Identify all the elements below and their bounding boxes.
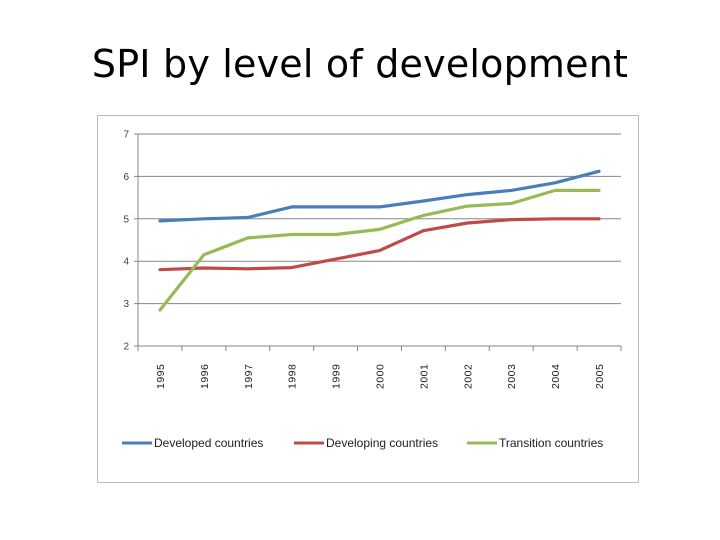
legend: Developed countries Developing countries T… <box>122 436 603 450</box>
x-tick-label: 1996 <box>199 364 211 389</box>
x-tick-label: 2004 <box>550 364 562 389</box>
y-tick-label: 6 <box>123 172 129 183</box>
axes <box>134 133 622 351</box>
slide-title: SPI by level of development <box>91 42 629 86</box>
x-tick-label: 2001 <box>418 364 430 389</box>
y-tick-label: 4 <box>123 257 129 268</box>
x-tick-label: 2003 <box>506 364 518 389</box>
x-tick-label: 2002 <box>462 364 474 389</box>
x-tick-label: 1999 <box>331 364 343 389</box>
y-tick-label: 3 <box>123 299 129 310</box>
x-tick-label: 1998 <box>287 364 299 389</box>
legend-label: Developing countries <box>326 436 438 450</box>
x-tick-label: 2005 <box>594 364 606 389</box>
x-tick-label: 1997 <box>243 364 255 389</box>
x-tick-label: 2000 <box>375 364 387 389</box>
y-tick-label: 7 <box>123 130 129 141</box>
legend-label: Developed countries <box>154 436 263 450</box>
series-lines <box>158 169 601 312</box>
series-line-developing-countries <box>158 217 601 272</box>
line-chart: 2 3 4 5 6 7 1995 1996 1997 1998 1999 2000 2001 2002 2… <box>122 130 622 450</box>
y-tick-label: 2 <box>123 342 129 353</box>
x-axis-ticks: 1995 1996 1997 1998 1999 2000 2001 2002 2003 2004… <box>155 364 606 389</box>
series-line-developed-countries <box>158 169 601 223</box>
y-axis-ticks: 2 3 4 5 6 7 <box>123 130 129 353</box>
legend-label: Transition countries <box>499 436 603 450</box>
series-line-transition-countries <box>158 188 601 312</box>
chart-frame: 2 3 4 5 6 7 1995 1996 1997 1998 1999 2000 2001 2002 2… <box>97 115 639 483</box>
x-tick-label: 1995 <box>155 364 167 389</box>
y-tick-label: 5 <box>123 214 129 225</box>
